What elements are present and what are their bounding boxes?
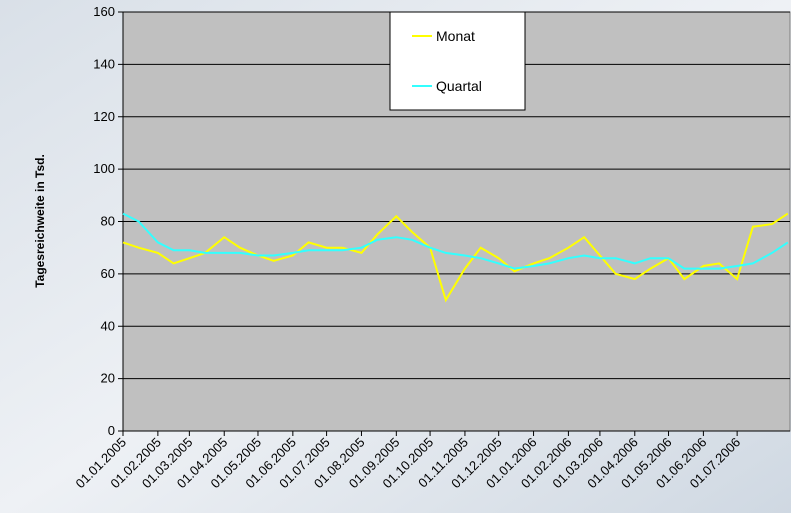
y-tick-label: 160	[93, 4, 115, 19]
legend	[389, 11, 526, 111]
y-tick-label: 40	[101, 318, 115, 333]
y-tick-label: 120	[93, 109, 115, 124]
series-line	[122, 212, 789, 303]
series-line	[122, 212, 789, 270]
y-axis-label: Tagesreichweite in Tsd.	[33, 154, 47, 288]
y-tick-label: 20	[101, 371, 115, 386]
legend-label: Monat	[436, 28, 475, 44]
y-tick-label: 0	[108, 423, 115, 438]
y-tick-label: 80	[101, 214, 115, 229]
legend-label: Quartal	[436, 78, 482, 94]
y-tick-label: 140	[93, 56, 115, 71]
y-tick-label: 60	[101, 266, 115, 281]
y-tick-label: 100	[93, 161, 115, 176]
